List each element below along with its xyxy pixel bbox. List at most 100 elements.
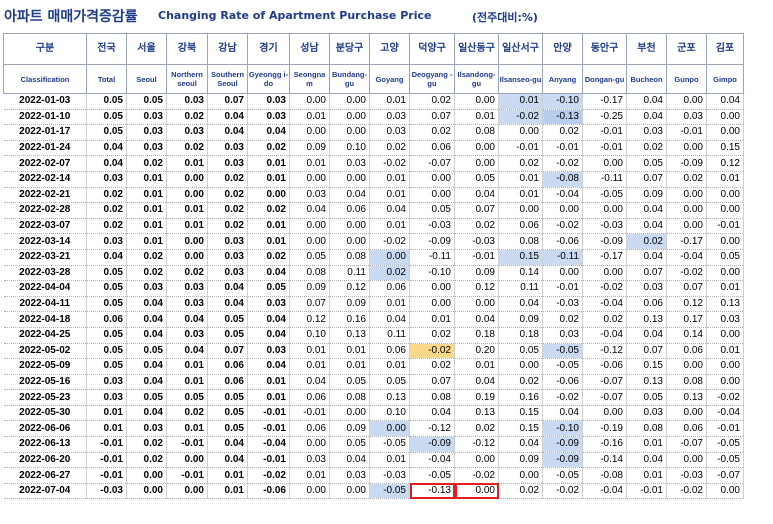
table-cell: 0.05 [86, 124, 127, 141]
table-cell: 0.01 [247, 389, 290, 406]
table-cell: 0.15 [706, 140, 744, 157]
table-cell: 0.06 [207, 358, 248, 375]
column-header-en: Seoul [126, 64, 167, 94]
table-cell: 0.00 [369, 420, 410, 438]
table-cell: 0.01 [498, 171, 543, 188]
table-cell: 0.03 [706, 311, 744, 328]
table-cell: 0.03 [126, 140, 167, 157]
table-cell: -0.06 [582, 358, 627, 375]
table-cell: -0.02 [582, 280, 627, 297]
table-cell: -0.01 [454, 249, 499, 266]
table-cell: -0.01 [706, 218, 744, 235]
table-cell: 0.04 [369, 311, 410, 328]
column-header-en: Gyeongg i-do [247, 64, 290, 94]
table-cell: -0.05 [369, 483, 410, 500]
column-header-en: Ilsandong-gu [454, 64, 499, 94]
table-cell: 0.07 [207, 343, 248, 360]
table-cell: 0.18 [454, 327, 499, 344]
table-cell: 0.12 [289, 311, 330, 328]
table-cell: 0.00 [706, 233, 744, 250]
table-cell: 0.02 [409, 93, 455, 110]
table-cell: 0.00 [166, 171, 208, 188]
table-cell: 0.03 [369, 109, 410, 126]
row-date: 2022-01-17 [3, 124, 87, 141]
table-cell: 0.04 [329, 452, 370, 469]
table-cell: 0.05 [706, 249, 744, 266]
table-cell: 0.00 [329, 124, 370, 141]
column-header-en-label: Bucheon [630, 74, 663, 84]
row-date: 2022-07-04 [3, 483, 87, 500]
row-date: 2022-03-14 [3, 233, 87, 250]
table-cell: 0.02 [207, 218, 248, 235]
table-cell: 0.06 [369, 280, 410, 297]
row-date: 2022-01-03 [3, 93, 87, 110]
column-header-en-label: Ilsandong-gu [457, 70, 496, 88]
table-cell: 0.04 [454, 374, 499, 391]
table-cell: 0.01 [498, 93, 543, 110]
table-cell: 0.01 [329, 358, 370, 375]
table-cell: 0.01 [166, 358, 208, 375]
table-cell: 0.00 [666, 405, 707, 422]
column-header-ko: 안양 [542, 33, 583, 65]
table-cell: -0.03 [409, 218, 455, 235]
table-cell: -0.12 [409, 420, 455, 438]
table-cell: 0.02 [247, 249, 290, 266]
table-cell: 0.01 [706, 171, 744, 188]
table-cell: 0.00 [289, 218, 330, 235]
table-cell: 0.04 [498, 436, 543, 453]
table-cell: 0.00 [329, 483, 370, 500]
table-cell: 0.04 [207, 124, 248, 141]
column-header-ko-label: 경기 [259, 43, 278, 54]
table-cell: 0.00 [542, 202, 583, 219]
table-cell: 0.03 [666, 109, 707, 126]
table-cell: 0.04 [166, 343, 208, 360]
table-cell: 0.05 [126, 389, 167, 406]
table-cell: 0.04 [289, 374, 330, 391]
table-cell: 0.00 [409, 171, 455, 188]
table-cell: 0.02 [166, 265, 208, 282]
table-cell: -0.09 [409, 233, 455, 250]
row-date: 2022-05-30 [3, 405, 87, 422]
table-cell: 0.01 [369, 93, 410, 110]
column-header-en-label: Gunpo [674, 74, 699, 84]
table-cell: 0.01 [247, 374, 290, 391]
table-cell: -0.03 [369, 467, 410, 484]
table-cell: 0.00 [666, 202, 707, 219]
column-header-en-label: Classification [20, 74, 70, 84]
table-cell: 0.15 [498, 405, 543, 422]
price-change-table: 구분 전국 서울 강북 강남 경기 성남 분당구 고양 덕양구 일산동구 일산서구 안양 동안구 부천 군포 김… [3, 33, 744, 500]
table-cell: -0.07 [666, 436, 707, 453]
table-cell: 0.02 [86, 187, 127, 204]
table-cell: 0.00 [409, 187, 455, 204]
table-cell: 0.07 [626, 265, 667, 282]
table-cell: 0.04 [126, 405, 167, 422]
table-cell: 0.04 [126, 311, 167, 328]
table-cell: -0.19 [582, 420, 627, 438]
table-row: 2022-01-10 0.05 0.03 0.02 0.04 0.03 0.01 0.00 0.… [3, 109, 744, 126]
table-cell: -0.03 [454, 233, 499, 250]
table-cell: -0.12 [454, 436, 499, 453]
table-cell: 0.03 [86, 389, 127, 406]
table-row: 2022-07-04 -0.03 0.00 0.00 0.01 -0.06 0.00 0.00… [3, 483, 744, 500]
table-cell: 0.03 [247, 109, 290, 126]
table-cell: 0.13 [454, 405, 499, 422]
row-date: 2022-06-06 [3, 420, 87, 438]
table-cell: 0.00 [166, 249, 208, 266]
table-cell: 0.05 [369, 374, 410, 391]
table-row: 2022-01-17 0.05 0.03 0.03 0.04 0.04 0.00 0.00 0.… [3, 124, 744, 141]
table-row: 2022-03-14 0.03 0.01 0.00 0.03 0.01 0.00 0.00 -0… [3, 233, 744, 250]
table-cell: 0.02 [369, 265, 410, 282]
column-header-en: Classification [3, 64, 87, 94]
row-date: 2022-01-10 [3, 109, 87, 126]
row-date: 2022-03-21 [3, 249, 87, 266]
table-cell: 0.01 [247, 233, 290, 250]
table-row: 2022-04-25 0.05 0.04 0.03 0.05 0.04 0.10 0.13 0.… [3, 327, 744, 344]
table-cell: -0.01 [542, 140, 583, 157]
column-header-en-label: Gimpo [713, 74, 737, 84]
table-cell: 0.01 [289, 109, 330, 126]
table-cell: 0.02 [454, 218, 499, 235]
table-cell: 0.15 [626, 358, 667, 375]
table-cell: 0.00 [126, 467, 167, 484]
table-cell: 0.00 [247, 187, 290, 204]
table-cell: 0.01 [369, 296, 410, 313]
